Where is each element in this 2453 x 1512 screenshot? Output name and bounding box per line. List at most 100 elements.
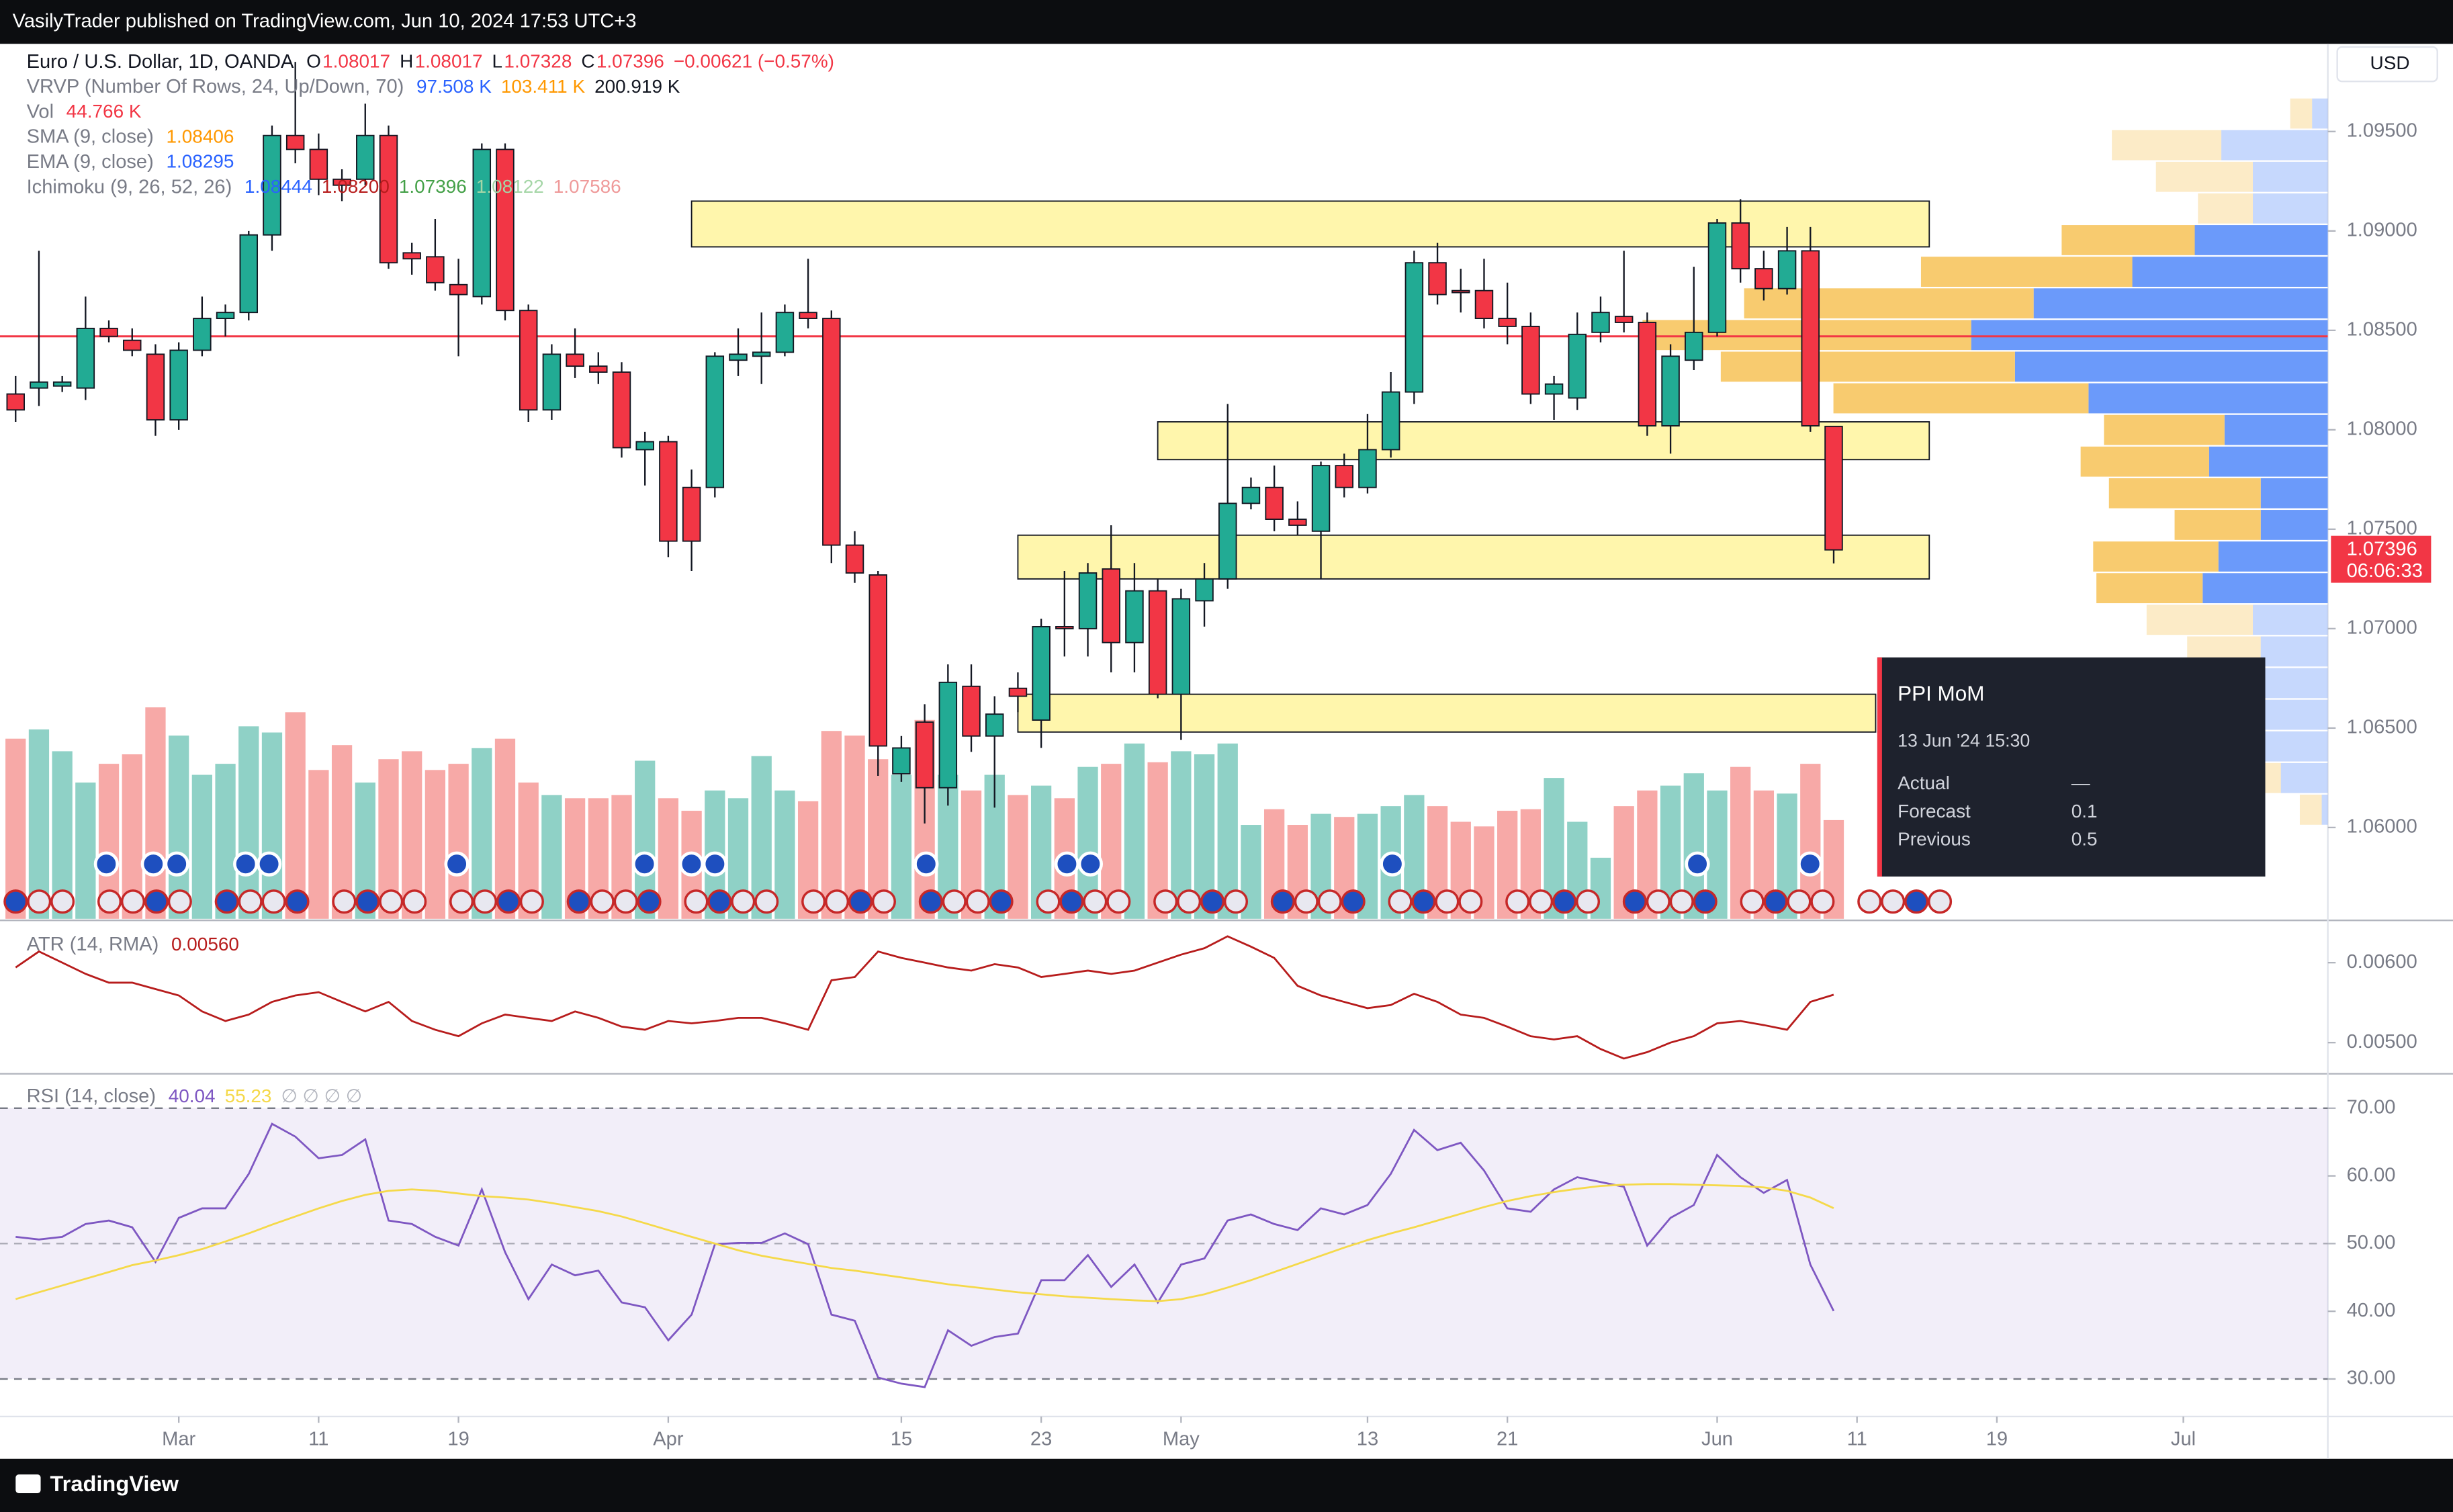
event-icon — [707, 889, 732, 914]
event-icon — [1505, 889, 1530, 914]
vrvp-up — [2033, 288, 2328, 319]
candle-body — [1452, 290, 1470, 294]
vrvp-down — [2061, 225, 2195, 255]
pane-tick-label: 0.00500 — [2347, 1031, 2417, 1053]
vrvp-down — [2104, 414, 2225, 445]
candle-body — [1102, 568, 1120, 643]
candle-body — [659, 441, 678, 542]
event-icon — [238, 889, 263, 914]
volume-bar — [821, 731, 842, 919]
vrvp-down — [1720, 351, 2015, 382]
vrvp-up — [2221, 130, 2328, 161]
vrvp-up — [2088, 383, 2328, 414]
candle-body — [216, 312, 235, 320]
vrvp-up — [2252, 193, 2328, 224]
volume-bar — [145, 707, 166, 919]
time-tick-label: 15 — [891, 1428, 912, 1450]
vrvp-down — [2290, 98, 2313, 129]
time-tick-label: 21 — [1497, 1428, 1518, 1450]
legend-label: Euro / U.S. Dollar, 1D, OANDA — [27, 51, 294, 73]
legend-value: O — [306, 51, 321, 72]
candle-body — [1241, 486, 1261, 504]
event-icon — [1341, 889, 1366, 914]
candle-body — [519, 310, 538, 411]
candle-body — [356, 134, 375, 180]
candle-body — [1125, 590, 1144, 643]
volume-bar — [308, 770, 329, 919]
candle-body — [1661, 355, 1680, 427]
support-zone — [1157, 421, 1930, 461]
time-tick-label: 19 — [447, 1428, 469, 1450]
top-bar — [0, 0, 2453, 44]
vrvp-up — [2252, 161, 2328, 192]
currency-button[interactable] — [2336, 46, 2438, 83]
candle-body — [146, 353, 165, 420]
candle-body — [1358, 449, 1377, 488]
footer-brand: TradingView — [50, 1471, 179, 1496]
time-tick-label: 19 — [1986, 1428, 2008, 1450]
vrvp-up — [2252, 605, 2328, 635]
event-icon — [702, 851, 728, 877]
candle-body — [1591, 312, 1610, 333]
candle-body — [1311, 465, 1331, 532]
event-icon — [27, 889, 52, 914]
candle-body — [752, 351, 771, 357]
vrvp-up — [2218, 541, 2328, 572]
candle-body — [1288, 519, 1307, 526]
vrvp-down — [2174, 510, 2261, 540]
candle-body — [285, 134, 305, 150]
event-icon — [1177, 889, 1202, 914]
indicator-value: ∅ ∅ ∅ ∅ — [281, 1085, 362, 1106]
candle-body — [962, 685, 981, 737]
candle-body — [99, 327, 118, 337]
candle-body — [1078, 572, 1098, 629]
tooltip-value: — — [2071, 772, 2090, 793]
vrvp-down — [2198, 193, 2253, 224]
indicator-line — [15, 1122, 1835, 1388]
event-icon — [214, 889, 239, 914]
vrvp-down — [2108, 478, 2261, 508]
tooltip-key: Actual — [1898, 772, 1950, 793]
last-price-box — [2331, 535, 2432, 583]
legend-value: L — [492, 51, 503, 72]
pane-tick-label: 70.00 — [2347, 1097, 2396, 1118]
vrvp-up — [2260, 636, 2328, 667]
tooltip-key: Forecast — [1898, 801, 1971, 821]
legend-value: 44.766 K — [66, 101, 142, 122]
candle-body — [332, 178, 351, 186]
vrvp-up — [2321, 795, 2328, 825]
event-icon — [1529, 889, 1554, 914]
candle-body — [799, 312, 817, 320]
time-tick-label: Jun — [1701, 1428, 1733, 1450]
volume-bar — [5, 738, 26, 919]
price-tick-label: 1.06500 — [2347, 717, 2417, 738]
candle-body — [915, 721, 934, 789]
candle-body — [1428, 262, 1447, 296]
candle-body — [542, 353, 562, 411]
indicator-line — [15, 1183, 1834, 1302]
event-icon — [1054, 851, 1080, 877]
tooltip-accent — [1877, 657, 1882, 877]
event-icon — [285, 889, 310, 914]
event-icon — [918, 889, 943, 914]
candle-body — [729, 353, 748, 361]
event-icon — [566, 889, 591, 914]
currency-label: USD — [2370, 52, 2410, 73]
candle-body — [1055, 625, 1074, 629]
event-icon — [871, 889, 896, 914]
candle-body — [1824, 425, 1843, 551]
volume-bar — [28, 729, 50, 919]
legend-value: H — [400, 51, 413, 72]
event-icon — [402, 889, 427, 914]
time-tick-label: 23 — [1030, 1428, 1052, 1450]
event-icon — [1881, 889, 1906, 914]
indicator-name: ATR (14, RMA) — [27, 934, 159, 955]
footer-bar — [0, 1458, 2453, 1512]
vrvp-up — [2194, 225, 2328, 255]
candle-body — [379, 134, 398, 264]
event-icon — [825, 889, 850, 914]
volume-bar — [75, 783, 96, 919]
candle-body — [1544, 383, 1564, 395]
legend-label: SMA (9, close) — [27, 126, 154, 148]
event-icon — [1106, 889, 1131, 914]
